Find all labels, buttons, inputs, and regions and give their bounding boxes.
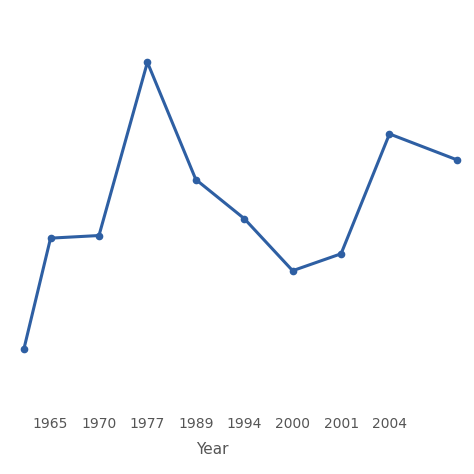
X-axis label: Year: Year bbox=[197, 442, 229, 457]
